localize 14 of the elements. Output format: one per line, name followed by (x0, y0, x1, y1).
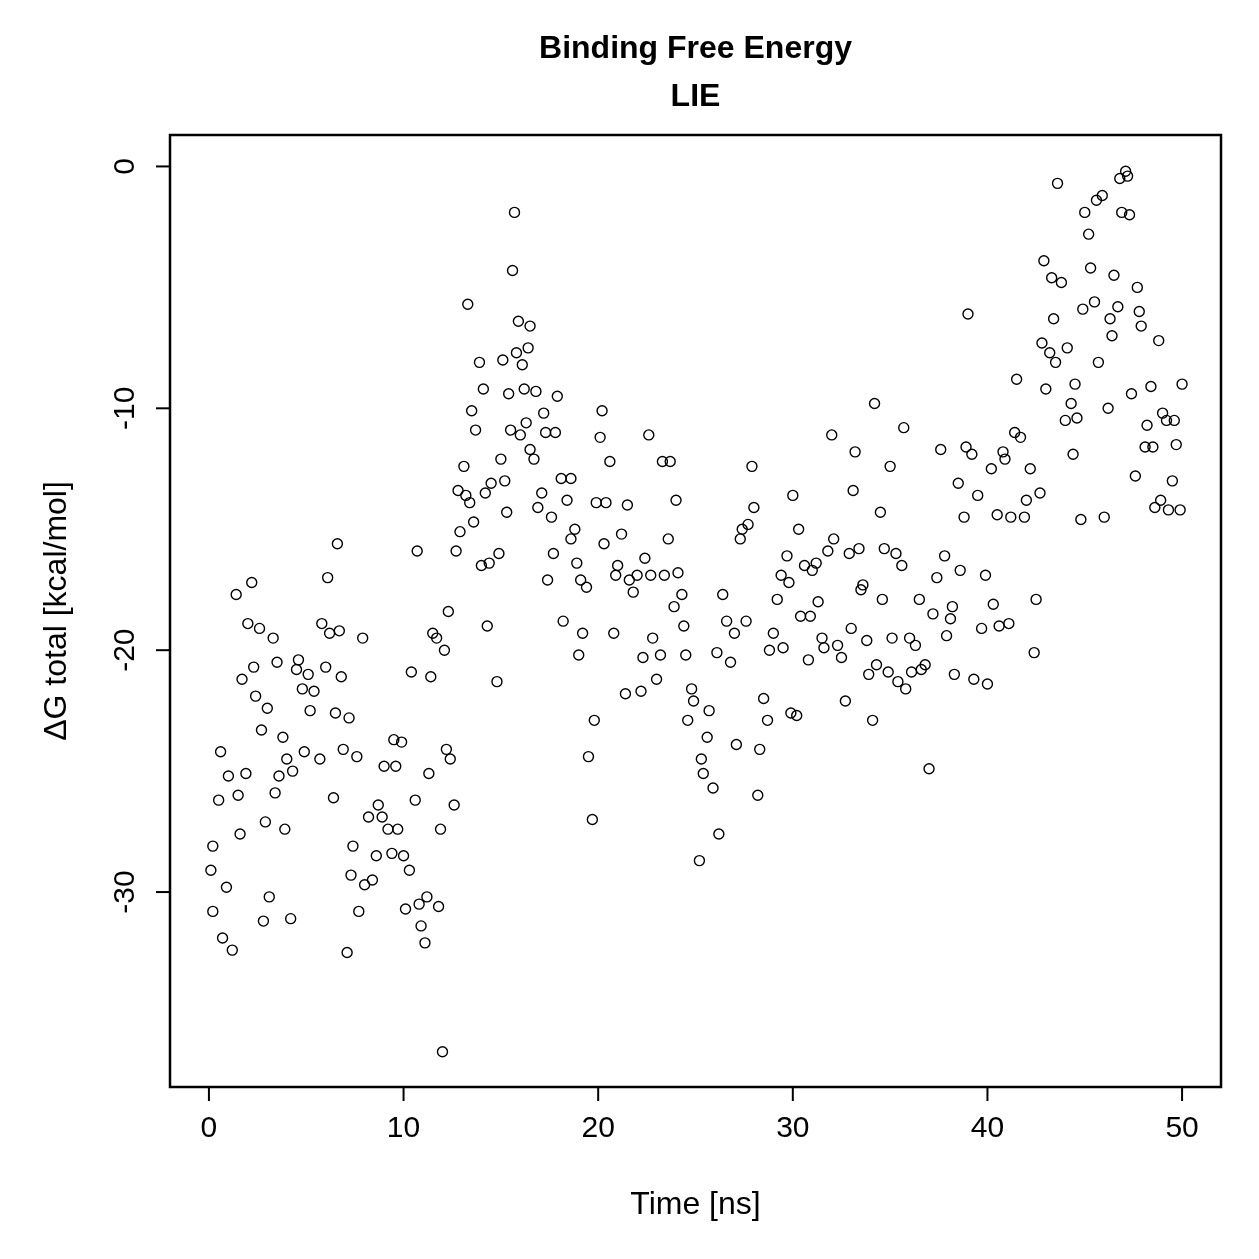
y-tick-label: 0 (107, 158, 140, 175)
x-axis-title: Time [ns] (630, 1185, 761, 1221)
y-tick-label: -30 (107, 870, 140, 914)
x-tick-label: 20 (581, 1110, 615, 1143)
y-tick-label: -20 (107, 628, 140, 672)
x-tick-label: 0 (200, 1110, 218, 1143)
chart-subtitle: LIE (670, 77, 721, 113)
x-tick-label: 10 (386, 1110, 421, 1143)
x-tick-label: 40 (970, 1110, 1005, 1143)
x-tick-label: 50 (1165, 1110, 1199, 1143)
chart-title: Binding Free Energy (539, 29, 853, 65)
x-tick-label: 30 (776, 1110, 810, 1143)
y-axis-title: ΔG total [kcal/mol] (37, 481, 73, 741)
y-tick-label: -10 (107, 386, 140, 430)
